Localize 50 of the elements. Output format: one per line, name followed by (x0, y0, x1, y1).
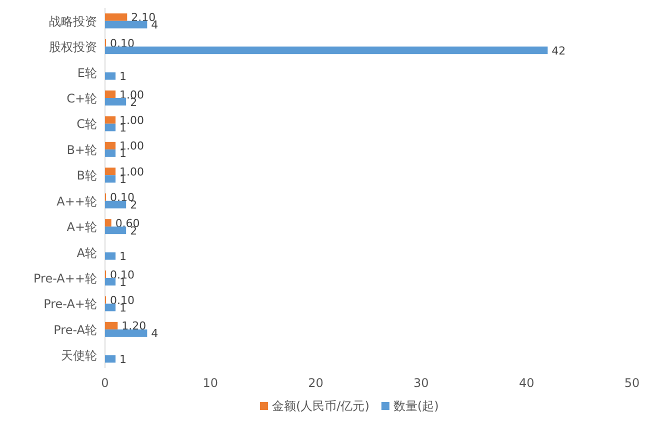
data-label: 1 (120, 352, 127, 366)
bar (105, 304, 116, 312)
x-tick-label: 40 (518, 376, 534, 390)
bar (105, 355, 116, 363)
bar (105, 142, 116, 150)
y-tick-label: A轮 (76, 246, 97, 260)
y-tick-label: 股权投资 (49, 40, 97, 54)
data-label: 1 (120, 250, 127, 264)
y-tick-label: Pre-A+轮 (44, 297, 97, 312)
bar (105, 252, 116, 260)
bar (105, 200, 126, 208)
bar (105, 98, 126, 106)
bar (105, 219, 112, 227)
y-tick-label: B+轮 (66, 142, 97, 157)
bar (105, 124, 116, 132)
legend-label: 金额(人民币/亿元) (272, 399, 370, 413)
legend-label: 数量(起) (393, 399, 439, 413)
bar (105, 20, 148, 28)
y-tick-label: Pre-A++轮 (34, 272, 97, 286)
bar (105, 116, 116, 124)
bar (105, 46, 548, 54)
bar (105, 175, 116, 183)
x-tick-label: 10 (202, 376, 218, 390)
x-tick-label: 30 (414, 376, 429, 390)
data-label: 1.20 (122, 320, 146, 333)
y-tick-label: E轮 (77, 66, 97, 80)
y-tick-label: A+轮 (66, 220, 97, 234)
data-label: 42 (552, 44, 566, 58)
bar (105, 149, 116, 157)
y-tick-label: 战略投资 (49, 14, 97, 28)
bar (105, 90, 116, 98)
data-label: 1 (120, 70, 127, 84)
x-tick-label: 50 (624, 376, 640, 390)
y-tick-label: 天使轮 (61, 348, 97, 363)
bar (105, 322, 118, 330)
y-tick-label: B轮 (76, 168, 97, 183)
bar (105, 72, 116, 80)
data-label: 4 (151, 327, 158, 340)
data-label: 0.10 (110, 36, 135, 50)
y-tick-label: A++轮 (56, 194, 97, 208)
bar (105, 329, 148, 337)
bar (105, 13, 128, 21)
y-tick-label: C+轮 (66, 92, 97, 106)
x-tick-label: 20 (308, 376, 324, 390)
x-tick-label: 0 (101, 376, 109, 390)
y-tick-label: C轮 (76, 117, 97, 132)
bar (105, 226, 126, 234)
y-tick-label: Pre-A轮 (54, 322, 97, 337)
bar (105, 278, 116, 286)
bar (105, 168, 116, 176)
